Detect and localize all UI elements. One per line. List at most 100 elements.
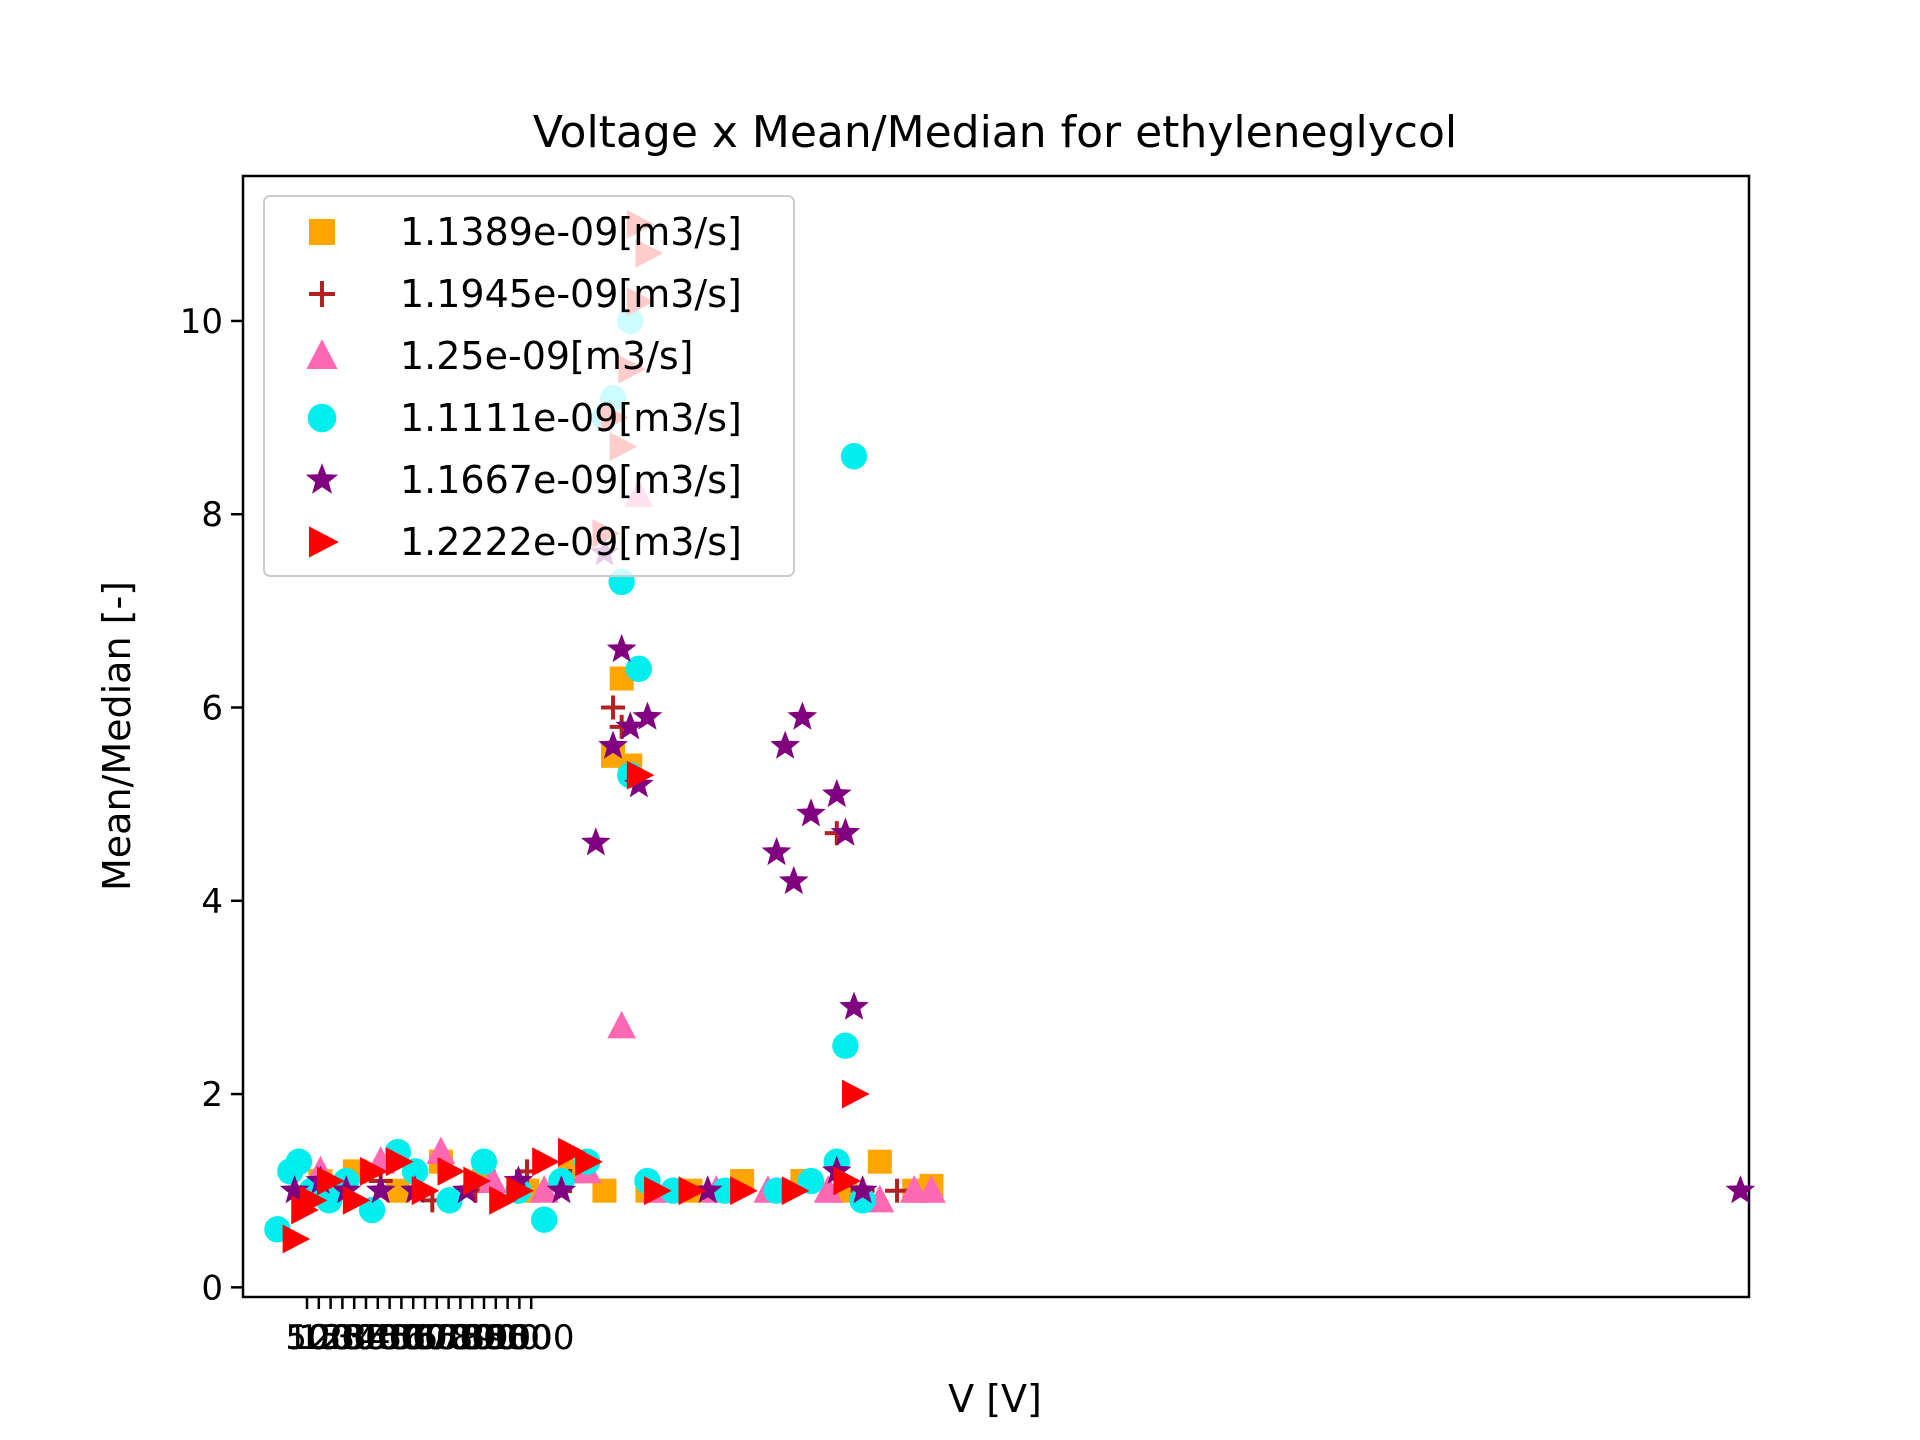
data-point-s1-p13 (885, 1178, 910, 1203)
x-tick-label: 250 (322, 1318, 387, 1358)
data-point-s4-p7 (546, 1175, 577, 1204)
x-tick-label: 200 (310, 1318, 375, 1358)
data-point-s5-p3 (317, 1166, 345, 1196)
data-point-s3-p10 (470, 1148, 498, 1175)
data-point-s3-p9 (436, 1187, 463, 1214)
data-point-s2-p2 (426, 1136, 456, 1165)
plot-area-frame (241, 174, 1751, 1299)
data-point-s5-p6 (385, 1147, 414, 1177)
legend: 1.1389e-09[m3/s] 1.1945e-09[m3/s] 1.25e-09… (263, 195, 795, 577)
legend-box (263, 195, 795, 577)
data-point-s4-p16 (761, 836, 792, 866)
y-tick-label: 4 (201, 882, 223, 922)
data-point-s3-p19 (625, 655, 653, 683)
data-point-s5-p13 (558, 1137, 586, 1167)
data-point-s5-p10 (489, 1185, 517, 1215)
chart-title: Voltage x Mean/Median for ethyleneglycol (533, 107, 1457, 158)
data-point-s4-p18 (778, 865, 809, 895)
data-point-s0-p16 (867, 1149, 892, 1174)
x-tick-label: 300 (334, 1318, 399, 1358)
x-tick-label: 600 (404, 1318, 469, 1358)
data-point-s4-p23 (839, 991, 869, 1020)
data-point-s4-p10 (598, 730, 628, 759)
data-point-s3-p8 (401, 1158, 429, 1185)
x-tick-label: 100 (286, 1318, 351, 1358)
x-tick-label: 850 (463, 1318, 528, 1358)
data-point-s5-p4 (342, 1185, 371, 1215)
data-point-s4-p22 (830, 817, 861, 846)
data-point-s2-p4 (529, 1175, 559, 1203)
x-tick-label: 1000 (488, 1318, 575, 1358)
legend-marker-4 (305, 463, 339, 494)
x-tick-label: 550 (393, 1318, 458, 1358)
data-point-s5-p24 (678, 1176, 707, 1206)
legend-marker-3 (307, 403, 337, 433)
data-point-s5-p22 (626, 760, 655, 790)
x-tick-label: 800 (452, 1318, 517, 1358)
y-tick-label: 10 (180, 302, 223, 342)
legend-marker-0 (309, 219, 335, 245)
data-point-s3-p27 (832, 1032, 859, 1059)
data-point-s5-p28 (842, 1079, 870, 1109)
x-tick-label: 950 (487, 1318, 552, 1358)
data-point-s4-p14 (632, 701, 663, 730)
legend-label-1: 1.1945e-09[m3/s] (400, 272, 742, 316)
data-point-s5-p9 (463, 1166, 491, 1196)
data-point-s3-p25 (797, 1167, 825, 1195)
data-point-s5-p11 (506, 1176, 534, 1206)
y-tick-label: 6 (201, 689, 223, 729)
data-point-s4-p21 (822, 778, 852, 808)
data-point-s3-p2 (285, 1148, 313, 1175)
data-point-s5-p12 (532, 1147, 560, 1177)
y-tick-label: 2 (201, 1075, 223, 1115)
x-axis-ticks: 5010015020025030035040045050055060065070… (285, 1297, 574, 1358)
data-point-s2-p11 (813, 1175, 843, 1203)
legend-label-3: 1.1111e-09[m3/s] (400, 396, 742, 440)
x-tick-label: 500 (381, 1318, 446, 1358)
data-point-s4-p8 (581, 827, 611, 856)
data-point-s4-p26 (1725, 1175, 1756, 1204)
data-point-s4-p3 (365, 1175, 396, 1204)
x-tick-label: 350 (345, 1318, 410, 1358)
data-point-s4-p15 (692, 1175, 723, 1204)
data-point-s4-p20 (796, 798, 826, 827)
data-point-s5-p27 (833, 1166, 861, 1196)
y-axis-ticks: 0 2 4 6 8 10 (180, 302, 243, 1308)
data-point-s5-p2 (299, 1185, 328, 1215)
data-point-s5-p5 (360, 1156, 388, 1186)
data-point-s4-p19 (787, 701, 818, 730)
data-point-s3-p6 (358, 1196, 386, 1224)
y-tick-label: 0 (201, 1268, 223, 1308)
x-tick-label: 450 (369, 1318, 434, 1358)
data-point-s4-p12 (615, 711, 646, 740)
x-tick-label: 900 (475, 1318, 540, 1358)
data-point-s4-p0 (279, 1175, 310, 1204)
legend-marker-2 (306, 339, 338, 369)
y-axis-label: Mean/Median [-] (95, 581, 139, 891)
data-point-s4-p17 (770, 730, 800, 759)
data-point-s2-p6 (607, 1010, 637, 1039)
data-point-s2-p14 (917, 1175, 946, 1203)
data-point-s4-p11 (606, 633, 637, 663)
x-axis-label: V [V] (948, 1377, 1042, 1421)
legend-label-0: 1.1389e-09[m3/s] (400, 210, 742, 254)
data-point-s3-p4 (315, 1187, 343, 1214)
data-point-s5-p14 (575, 1147, 603, 1177)
data-point-s1-p6 (601, 695, 626, 720)
data-point-s5-p26 (781, 1176, 810, 1206)
legend-marker-1 (309, 281, 335, 307)
data-point-s4-p6 (503, 1165, 534, 1194)
data-point-s3-p28 (840, 443, 868, 470)
data-point-s5-p25 (730, 1176, 758, 1206)
x-tick-label: 400 (357, 1318, 422, 1358)
x-tick-label: 700 (428, 1318, 493, 1358)
data-point-s5-p23 (644, 1176, 672, 1206)
x-tick-label: 650 (416, 1318, 481, 1358)
legend-label-4: 1.1667e-09[m3/s] (400, 458, 742, 502)
x-tick-label: 750 (440, 1318, 505, 1358)
x-tick-label: 150 (298, 1318, 363, 1358)
y-tick-label: 8 (201, 495, 223, 535)
data-point-s5-p8 (437, 1156, 466, 1186)
legend-label-5: 1.2222e-09[m3/s] (400, 520, 742, 564)
